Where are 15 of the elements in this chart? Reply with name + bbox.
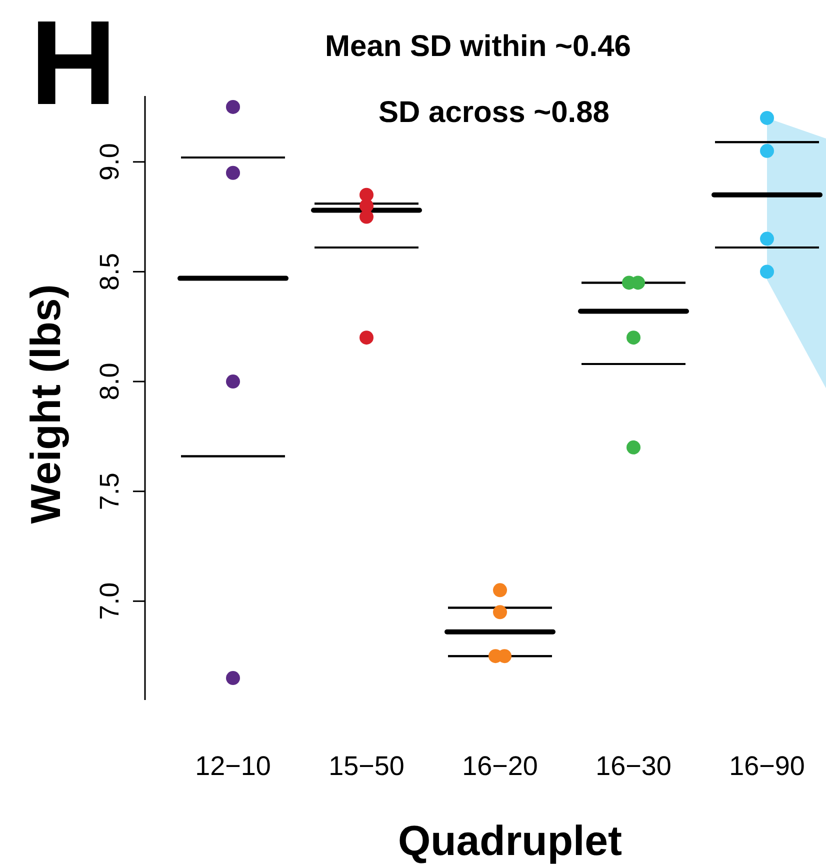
y-tick-label: 7.0 — [94, 582, 124, 620]
y-tick-label: 8.0 — [94, 362, 124, 400]
chart-title: Mean SD within ~0.46 — [325, 30, 631, 63]
x-tick-label: 16−90 — [729, 751, 805, 781]
x-tick-label: 12−10 — [195, 751, 271, 781]
x-tick-label: 16−20 — [462, 751, 538, 781]
y-tick-label: 7.5 — [94, 472, 124, 510]
chart-subtitle: SD across ~0.88 — [378, 96, 610, 129]
y-tick-label: 8.5 — [94, 252, 124, 290]
x-axis-title: Quadruplet — [398, 817, 622, 864]
x-tick-label: 16−30 — [596, 751, 672, 781]
x-tick-label: 15−50 — [328, 751, 404, 781]
text: H — [30, 0, 117, 130]
y-axis-title: Weight (lbs) — [22, 284, 69, 524]
y-tick-label: 9.0 — [94, 143, 124, 181]
